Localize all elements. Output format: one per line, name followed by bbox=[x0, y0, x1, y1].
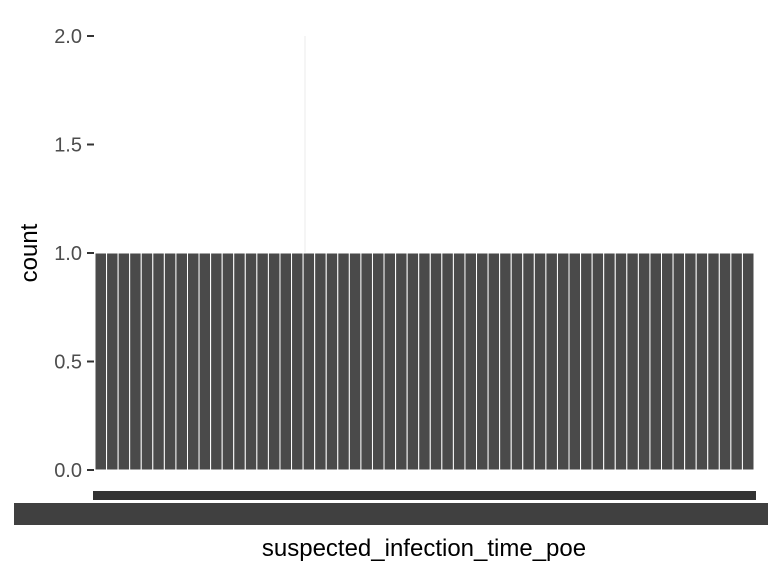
histogram-bar bbox=[117, 252, 131, 471]
histogram-bar bbox=[718, 252, 732, 471]
histogram-bar bbox=[695, 252, 709, 471]
histogram-bar bbox=[221, 252, 235, 471]
histogram-bar bbox=[568, 252, 582, 471]
histogram-bar bbox=[360, 252, 373, 471]
histogram-bar bbox=[395, 252, 408, 471]
histogram-bar bbox=[152, 252, 165, 471]
histogram-bar bbox=[452, 252, 466, 471]
x-tick-labels-overlap bbox=[14, 503, 768, 525]
histogram-bar bbox=[383, 252, 397, 471]
histogram-bar bbox=[371, 252, 385, 471]
histogram-bar bbox=[210, 252, 223, 471]
histogram-bar bbox=[279, 252, 293, 471]
histogram-bar bbox=[314, 252, 327, 471]
histogram-bar bbox=[418, 252, 431, 471]
histogram-bar bbox=[476, 252, 489, 471]
histogram-bar bbox=[302, 252, 316, 471]
histogram-bar bbox=[649, 252, 663, 471]
histogram-bar bbox=[429, 252, 443, 471]
y-tick-label: 0.5 bbox=[54, 352, 82, 374]
histogram-bar bbox=[707, 252, 720, 471]
histogram-bar bbox=[163, 252, 177, 471]
y-tick-label: 1.5 bbox=[54, 135, 82, 157]
y-tick-label: 0.0 bbox=[54, 460, 82, 482]
x-axis-title: suspected_infection_time_poe bbox=[262, 535, 586, 562]
histogram-bar bbox=[499, 252, 512, 471]
histogram-bar bbox=[106, 252, 119, 471]
histogram-bar bbox=[406, 252, 420, 471]
histogram-bar bbox=[129, 252, 142, 471]
histogram-bar bbox=[348, 252, 362, 471]
y-axis: 0.0 0.5 1.0 1.5 2.0 bbox=[54, 26, 94, 482]
histogram-bar bbox=[198, 252, 212, 471]
histogram-bar bbox=[545, 252, 558, 471]
histogram-bar bbox=[684, 252, 697, 471]
histogram-bar bbox=[661, 252, 674, 471]
histogram-bar bbox=[244, 252, 258, 471]
y-tick-label: 2.0 bbox=[54, 26, 82, 48]
histogram-bar bbox=[325, 252, 339, 471]
histogram-bar bbox=[522, 252, 535, 471]
histogram-bar bbox=[603, 252, 616, 471]
histogram-bar bbox=[267, 252, 281, 471]
histogram-bar bbox=[626, 252, 639, 471]
histogram-bar bbox=[256, 252, 269, 471]
y-tick-label: 1.0 bbox=[54, 243, 82, 265]
histogram-bar bbox=[233, 252, 246, 471]
histogram-bar bbox=[556, 252, 570, 471]
histogram-bar bbox=[175, 252, 188, 471]
histogram-bar bbox=[591, 252, 605, 471]
histogram-bar bbox=[741, 252, 755, 471]
histogram-bar bbox=[533, 252, 547, 471]
histogram-bar bbox=[672, 252, 686, 471]
histogram-bar bbox=[510, 252, 524, 471]
histogram-bar bbox=[730, 252, 743, 471]
histogram-bar bbox=[487, 252, 501, 471]
histogram-bar bbox=[337, 252, 350, 471]
histogram-bar bbox=[140, 252, 154, 471]
y-axis-title: count bbox=[16, 223, 43, 282]
histogram-bar bbox=[291, 252, 304, 471]
histogram-bar bbox=[464, 252, 478, 471]
histogram-bar bbox=[614, 252, 628, 471]
bars bbox=[94, 252, 755, 471]
x-tick-marks-overlap bbox=[93, 491, 756, 500]
histogram-bar bbox=[94, 252, 108, 471]
histogram-bar bbox=[186, 252, 200, 471]
x-axis bbox=[14, 491, 768, 525]
histogram-bar bbox=[637, 252, 651, 471]
histogram-bar bbox=[580, 252, 593, 471]
histogram-bar bbox=[441, 252, 454, 471]
